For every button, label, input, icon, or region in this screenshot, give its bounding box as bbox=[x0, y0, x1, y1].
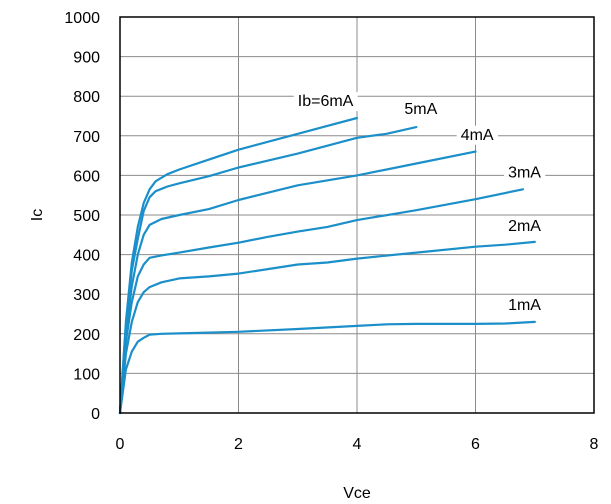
series-label: 2mA bbox=[508, 218, 541, 235]
y-tick-label: 500 bbox=[73, 208, 100, 225]
y-tick-label: 800 bbox=[73, 89, 100, 106]
y-tick-label: 700 bbox=[73, 129, 100, 146]
x-axis-title: Vce bbox=[343, 485, 371, 502]
x-tick-labels: 0 2 4 6 8 bbox=[116, 436, 599, 453]
x-tick-label: 6 bbox=[471, 436, 480, 453]
curves bbox=[120, 118, 535, 413]
curve-1ma bbox=[120, 322, 535, 413]
series-label-group: 1mA bbox=[504, 296, 545, 315]
y-tick-label: 0 bbox=[91, 406, 100, 423]
y-axis-title: Ic bbox=[29, 209, 46, 221]
series-label: 4mA bbox=[461, 127, 494, 144]
curve-3ma bbox=[120, 189, 523, 413]
x-tick-label: 4 bbox=[353, 436, 362, 453]
y-tick-labels: 0 100 200 300 400 500 600 700 800 900 1000 bbox=[64, 10, 100, 423]
y-tick-label: 100 bbox=[73, 366, 100, 383]
y-tick-label: 400 bbox=[73, 248, 100, 265]
series-label-group: Ib=6mA bbox=[294, 92, 358, 111]
series-label-group: 2mA bbox=[504, 217, 545, 236]
y-tick-label: 900 bbox=[73, 50, 100, 67]
series-label: 5mA bbox=[404, 101, 437, 118]
series-label-group: 3mA bbox=[504, 163, 545, 182]
series-label: 3mA bbox=[508, 164, 541, 181]
x-tick-label: 8 bbox=[590, 436, 599, 453]
x-tick-label: 0 bbox=[116, 436, 125, 453]
series-label: 1mA bbox=[508, 297, 541, 314]
series-label: Ib=6mA bbox=[298, 93, 354, 110]
x-tick-label: 2 bbox=[234, 436, 243, 453]
grid-lines bbox=[120, 17, 594, 413]
series-label-group: 4mA bbox=[457, 126, 498, 145]
y-tick-label: 200 bbox=[73, 327, 100, 344]
y-tick-label: 1000 bbox=[64, 10, 100, 27]
y-tick-label: 600 bbox=[73, 168, 100, 185]
series-label-group: 5mA bbox=[400, 100, 441, 119]
y-tick-label: 300 bbox=[73, 287, 100, 304]
